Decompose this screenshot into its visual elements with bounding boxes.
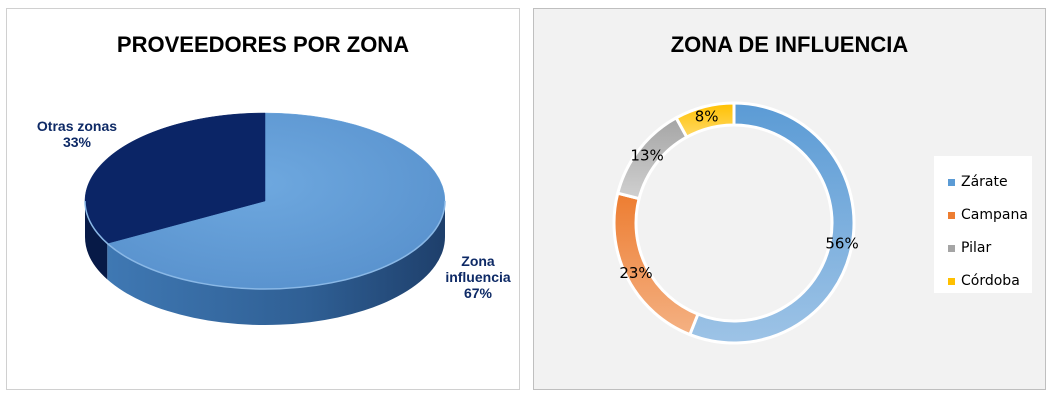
donut-data-label: 56%: [825, 235, 858, 253]
slice-label-value: 67%: [463, 285, 493, 301]
legend-swatch: [948, 277, 955, 285]
donut-data-label: 23%: [619, 264, 652, 282]
legend-item-cordoba: Córdoba: [948, 272, 1020, 290]
slice-label-name: Zona: [461, 253, 495, 269]
slice-label-name-2: influencia: [445, 269, 511, 285]
slice-label-value: 33%: [62, 134, 92, 150]
legend-swatch: [948, 178, 955, 186]
legend-item-pilar: Pilar: [948, 239, 991, 257]
legend-item-campana: Campana: [948, 206, 1028, 224]
legend-item-zarate: Zárate: [948, 173, 1008, 191]
legend-label: Campana: [961, 207, 1028, 223]
slice-label-name: Otras zonas: [36, 118, 118, 134]
legend-swatch: [948, 244, 955, 252]
legend-label: Córdoba: [961, 273, 1020, 289]
chart-title: ZONA DE INFLUENCIA: [670, 32, 909, 57]
donut-data-label: 13%: [630, 147, 663, 165]
donut-segment-cordoba: [674, 101, 736, 140]
pie-chart: [84, 112, 446, 325]
legend-label: Zárate: [961, 174, 1008, 190]
pie-rim: [84, 200, 446, 290]
pie-slice-side-otras-zonas: [85, 201, 108, 280]
slice-label-zona-influencia: Zona influencia 67%: [435, 253, 521, 301]
chart-title: PROVEEDORES POR ZONA: [116, 32, 410, 57]
legend: Zárate Campana Pilar Córdoba: [934, 156, 1032, 293]
doughnut-chart-panel: ZONA DE INFLUENCIA 56% 23% 13% 8% Zárate Ca…: [533, 8, 1046, 390]
donut-data-label: 8%: [695, 107, 719, 125]
doughnut-chart: 56% 23% 13% 8%: [612, 101, 859, 345]
pie-slice-side-zona-influencia: [107, 201, 445, 325]
slice-label-otras-zonas: Otras zonas 33%: [17, 118, 137, 150]
legend-swatch: [948, 211, 955, 219]
pie-chart-panel: PROVEEDORES POR ZONA Otras zonas 33% Zon…: [6, 8, 520, 390]
donut-segment-zarate: [687, 101, 856, 345]
legend-label: Pilar: [961, 240, 992, 256]
